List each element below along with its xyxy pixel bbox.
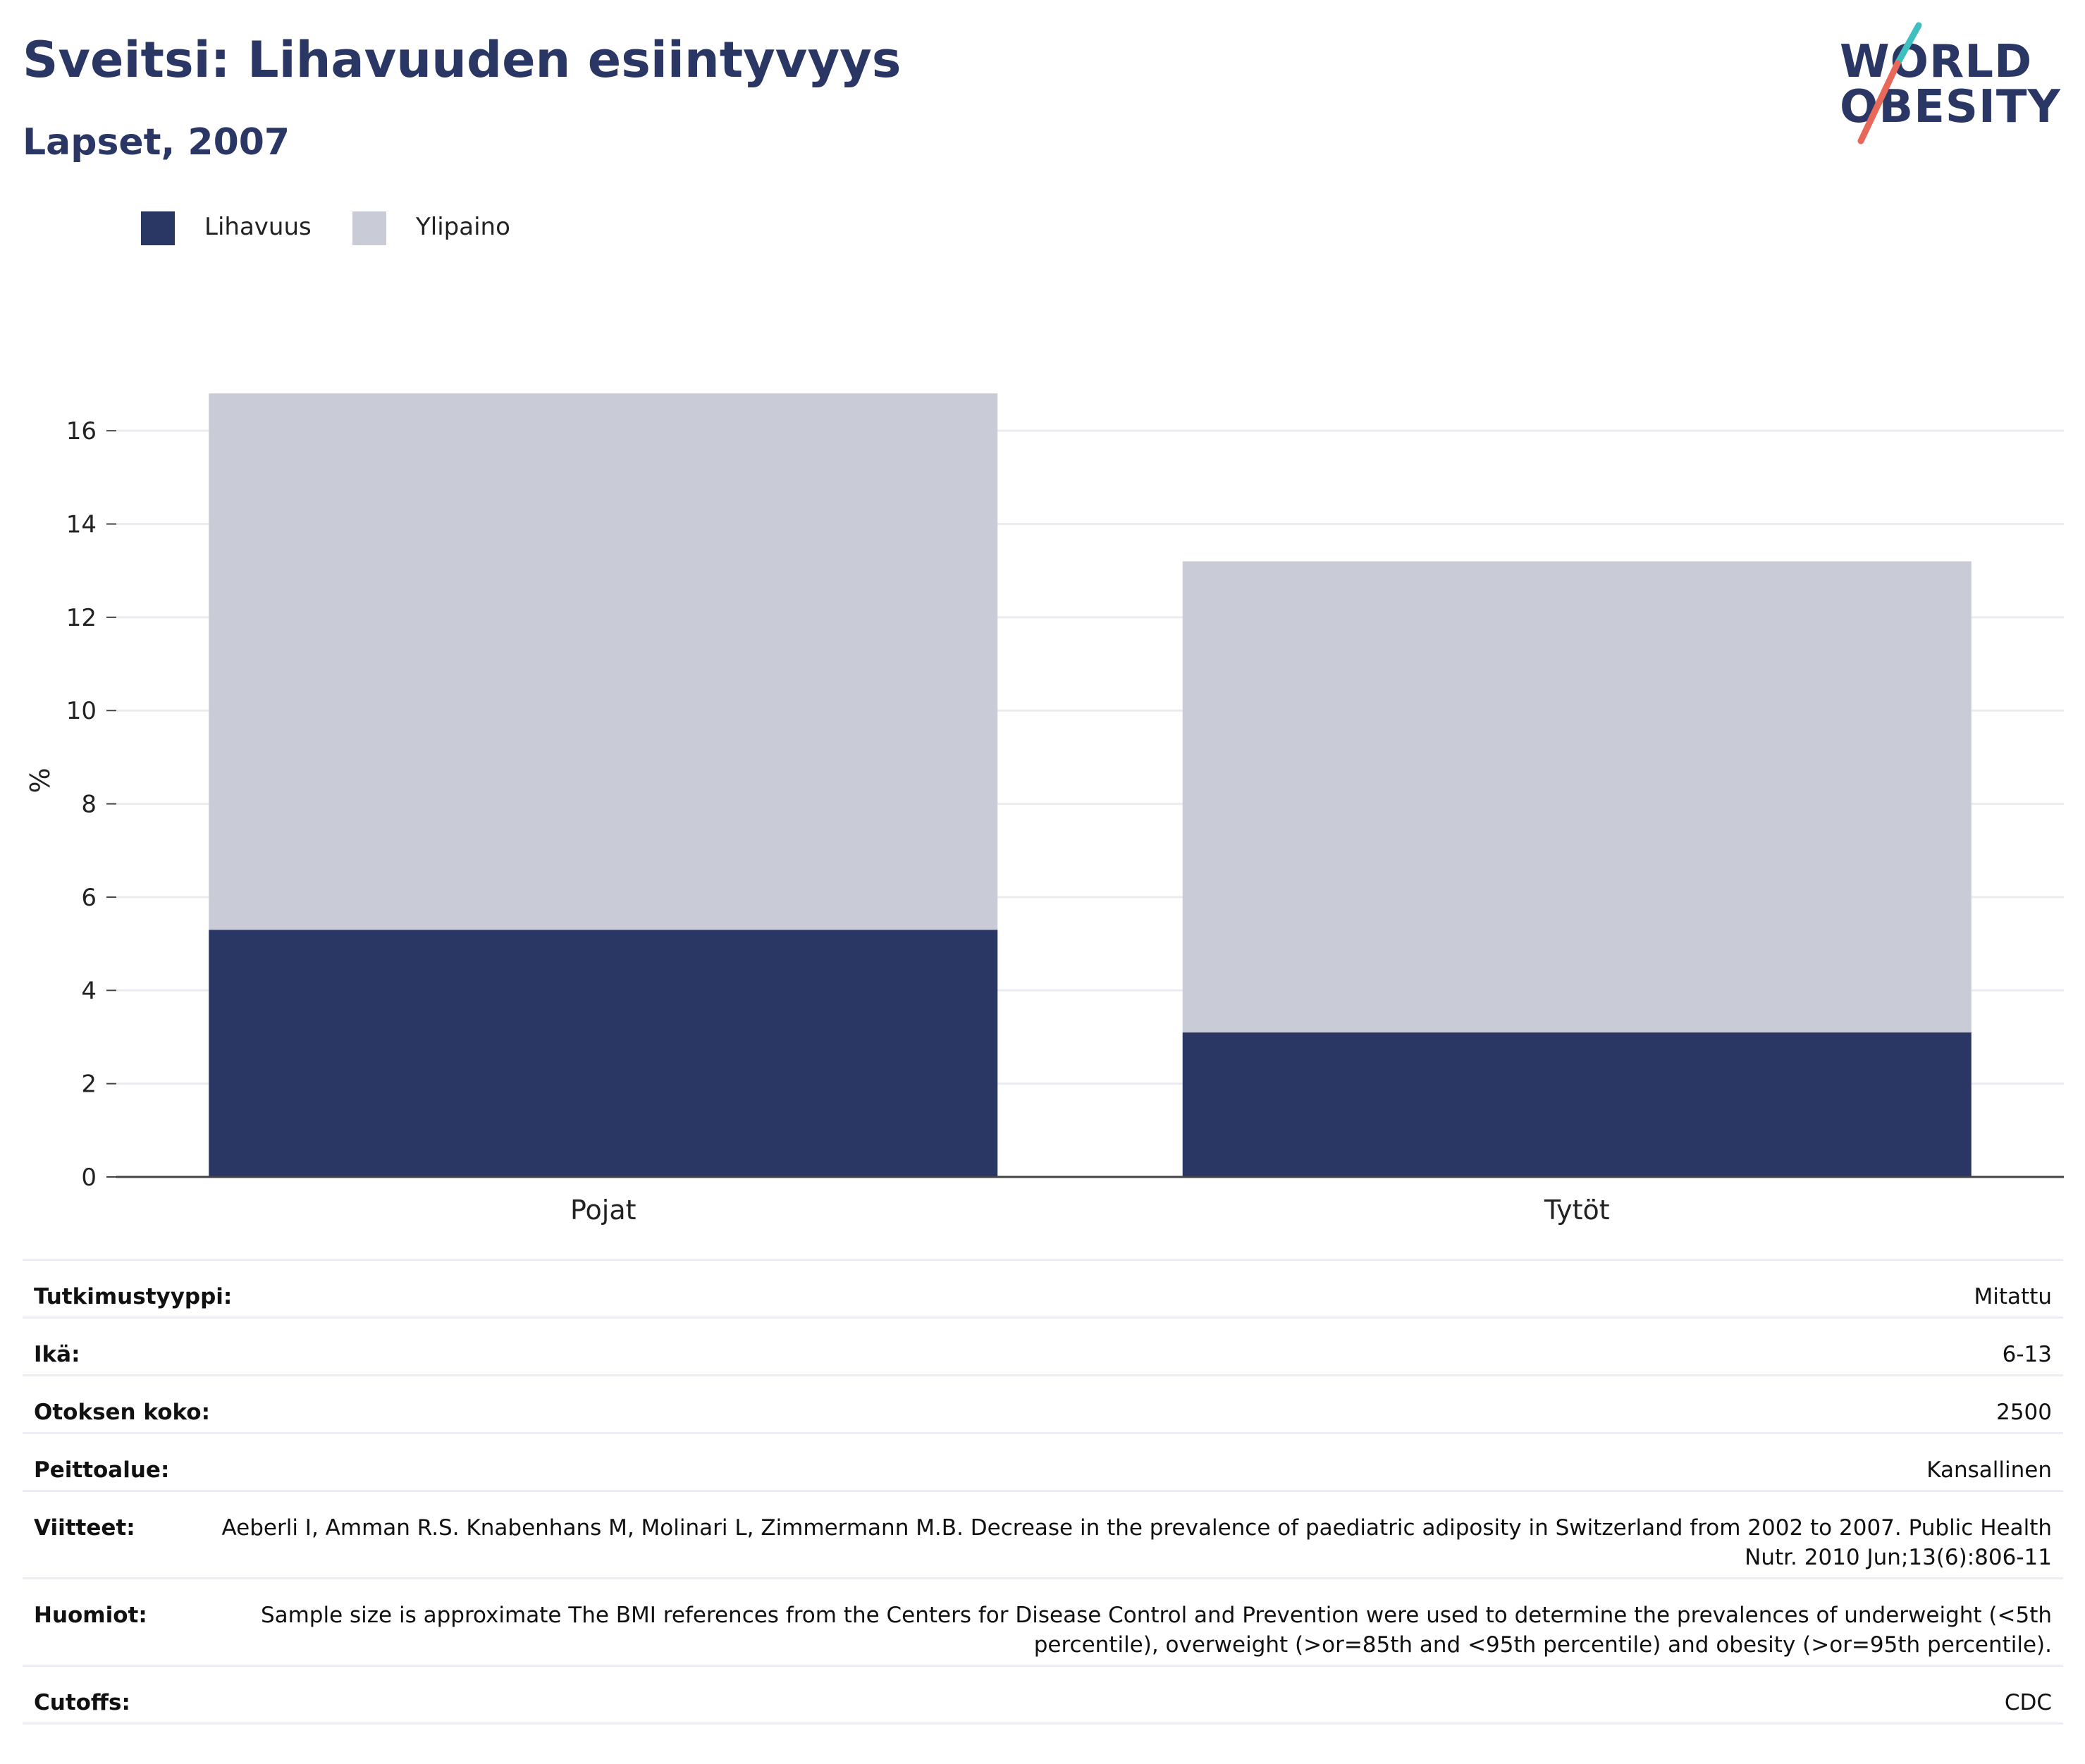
info-value: 2500 (1996, 1400, 2052, 1425)
info-value: 6-13 (2002, 1342, 2052, 1367)
info-key: Viitteet: (34, 1515, 135, 1541)
info-value: Aeberli I, Amman R.S. Knabenhans M, Moli… (221, 1515, 2053, 1570)
info-value: CDC (2004, 1690, 2052, 1715)
bar-ylipaino-tytöt (1182, 561, 1972, 1032)
info-value: Kansallinen (1926, 1457, 2052, 1483)
y-axis-title: % (25, 767, 56, 793)
study-info-table: Tutkimustyyppi: Mitattu Ikä: 6-13 Otoksen ko… (23, 1259, 2063, 1725)
bar-lihavuus-pojat (209, 930, 998, 1177)
info-value: Mitattu (1974, 1284, 2052, 1309)
y-tick-label: 8 (81, 791, 97, 819)
info-row: Otoksen koko: 2500 (23, 1376, 2063, 1434)
bars (209, 393, 1972, 1177)
info-row: Tutkimustyyppi: Mitattu (23, 1261, 2063, 1319)
stacked-bar-chart: 0 2 4 6 8 10 12 14 16 Pojat Tytöt% (25, 393, 2064, 1226)
legend-swatch-ylipaino (352, 211, 386, 245)
legend-swatch-lihavuus (141, 211, 175, 245)
y-tick-label: 0 (81, 1164, 97, 1192)
legend-label-lihavuus: Lihavuus (204, 213, 312, 241)
info-row: Cutoffs: CDC (23, 1667, 2063, 1725)
bar-lihavuus-tytöt (1182, 1032, 1972, 1177)
y-tick-label: 10 (66, 697, 97, 725)
info-row: Huomiot: Sample size is approximate The B… (23, 1579, 2063, 1667)
info-value: Sample size is approximate The BMI refer… (260, 1603, 2052, 1658)
y-tick-label: 6 (81, 884, 97, 912)
y-tick-label: 2 (81, 1071, 97, 1099)
info-row: Peittoalue: Kansallinen (23, 1434, 2063, 1492)
info-key: Peittoalue: (34, 1457, 170, 1483)
logo-slash-icon (1857, 22, 1922, 144)
info-key: Tutkimustyyppi: (34, 1284, 233, 1309)
bar-ylipaino-pojat (209, 393, 998, 930)
info-key: Otoksen koko: (34, 1400, 210, 1425)
logo-text-line1: WORLD (1840, 36, 2033, 88)
y-tick-label: 14 (66, 511, 97, 539)
y-tick-label: 16 (66, 417, 97, 445)
info-key: Ikä: (34, 1342, 80, 1367)
y-tick-label: 12 (66, 604, 97, 632)
y-tick-label: 4 (81, 977, 97, 1005)
x-category-label: Tytöt (1544, 1195, 1610, 1226)
info-row: Ikä: 6-13 (23, 1319, 2063, 1376)
page-title: Sveitsi: Lihavuuden esiintyvyys (23, 31, 902, 89)
info-key: Huomiot: (34, 1603, 147, 1628)
legend-label-ylipaino: Ylipaino (416, 213, 510, 241)
x-category-label: Pojat (570, 1195, 636, 1226)
world-obesity-logo: WORLD OBESITY (1840, 20, 2072, 147)
info-key: Cutoffs: (34, 1690, 130, 1715)
axes: 0 2 4 6 8 10 12 14 16 Pojat Tytöt% (25, 417, 2064, 1226)
info-row: Viitteet: Aeberli I, Amman R.S. Knabenhan… (23, 1492, 2063, 1579)
page-subtitle: Lapset, 2007 (23, 121, 290, 164)
